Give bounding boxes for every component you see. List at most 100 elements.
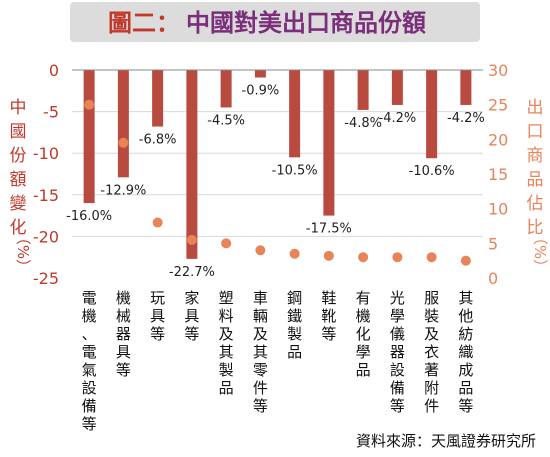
svg-text:化: 化	[356, 325, 371, 343]
bar	[220, 70, 232, 108]
bar	[289, 70, 301, 158]
svg-text:等: 等	[116, 361, 131, 379]
source-note: 資料來源：天風證券研究所	[356, 432, 536, 450]
svg-text:件: 件	[253, 379, 268, 397]
bar-value-label: -10.6%	[409, 164, 455, 179]
svg-text:件: 件	[424, 397, 439, 415]
grid	[72, 111, 483, 237]
dot-series	[84, 99, 471, 266]
share-dot	[221, 238, 232, 249]
left-tick-label: -5	[43, 103, 59, 122]
svg-text:備: 備	[82, 397, 97, 415]
svg-text:鋼: 鋼	[287, 289, 302, 307]
category-label: 家具等	[184, 289, 199, 343]
svg-text:器: 器	[390, 343, 405, 361]
svg-text:商: 商	[527, 146, 544, 166]
svg-text:設: 設	[390, 361, 405, 379]
svg-text:中: 中	[10, 98, 27, 118]
svg-text:家: 家	[184, 289, 199, 307]
svg-text:額: 額	[10, 170, 27, 190]
svg-text:等: 等	[150, 325, 165, 343]
svg-text:、: 、	[82, 325, 97, 343]
bar	[391, 70, 403, 105]
bar-value-label: -4.8%	[344, 116, 382, 131]
bar	[357, 70, 369, 110]
svg-text:設: 設	[82, 379, 97, 397]
title-prefix: 圖二：	[108, 9, 180, 37]
bar-value-label: -6.8%	[139, 133, 177, 148]
share-dot	[460, 255, 471, 266]
right-tick-label: 10	[488, 200, 508, 219]
share-dot	[323, 250, 334, 261]
bar	[117, 70, 129, 178]
svg-text:等: 等	[82, 415, 97, 433]
bar-value-label: -4.5%	[207, 113, 245, 128]
svg-text:出: 出	[527, 98, 544, 118]
svg-text:學: 學	[356, 343, 371, 361]
svg-text:著: 著	[424, 361, 439, 379]
svg-text:車: 車	[253, 289, 268, 307]
left-tick-label: -15	[33, 186, 59, 205]
bar-value-label: -4.2%	[447, 111, 485, 126]
right-tick-label: 20	[488, 130, 508, 149]
svg-text:製: 製	[219, 361, 234, 379]
share-dot	[426, 252, 437, 263]
svg-text:附: 附	[424, 379, 439, 397]
svg-text:學: 學	[390, 307, 405, 325]
svg-text:衣: 衣	[424, 343, 439, 361]
svg-text:等: 等	[253, 397, 268, 415]
svg-text:變: 變	[10, 194, 27, 214]
svg-text:佔: 佔	[527, 194, 544, 214]
share-dot	[186, 234, 197, 245]
svg-text:成: 成	[458, 361, 473, 379]
svg-text:及: 及	[424, 325, 439, 343]
category-label: 玩具等	[150, 289, 165, 343]
bar	[460, 70, 472, 105]
share-dot	[358, 252, 369, 263]
svg-text:品: 品	[219, 379, 234, 397]
left-tick-label: -10	[33, 144, 59, 163]
right-tick-label: 30	[488, 61, 508, 80]
svg-text:器: 器	[116, 325, 131, 343]
svg-text:等: 等	[390, 397, 405, 415]
svg-text:玩: 玩	[150, 289, 165, 307]
share-dot	[255, 245, 266, 256]
svg-text:零: 零	[253, 361, 268, 379]
svg-text:機: 機	[116, 289, 131, 307]
svg-text:具: 具	[184, 307, 199, 325]
svg-text:料: 料	[219, 307, 234, 325]
svg-text:機: 機	[82, 307, 97, 325]
bar	[152, 70, 164, 127]
share-dot	[118, 137, 129, 148]
bar	[186, 70, 198, 259]
svg-text:鐵: 鐵	[287, 307, 302, 325]
bar	[83, 70, 95, 204]
svg-text:儀: 儀	[390, 325, 405, 343]
svg-text:口: 口	[527, 122, 544, 142]
share-dot	[289, 248, 300, 259]
svg-text:份: 份	[10, 146, 27, 166]
bar-series	[83, 70, 472, 259]
data-labels: -16.0% -12.9% -6.8% -22.7% -4.5% -0.9% -10.5% -…	[66, 83, 485, 279]
share-dot	[392, 252, 403, 263]
svg-text:等: 等	[458, 397, 473, 415]
svg-text:比: 比	[527, 218, 544, 238]
svg-text:他: 他	[458, 307, 473, 325]
share-dot	[152, 217, 163, 228]
axes: 0-5-10-15-20-25302520151050中國份額變化出口商品佔比（…	[10, 61, 550, 288]
svg-text:製: 製	[287, 325, 302, 343]
right-tick-label: 15	[488, 165, 508, 184]
svg-text:化: 化	[10, 218, 27, 238]
bar-value-label: -12.9%	[100, 183, 146, 198]
